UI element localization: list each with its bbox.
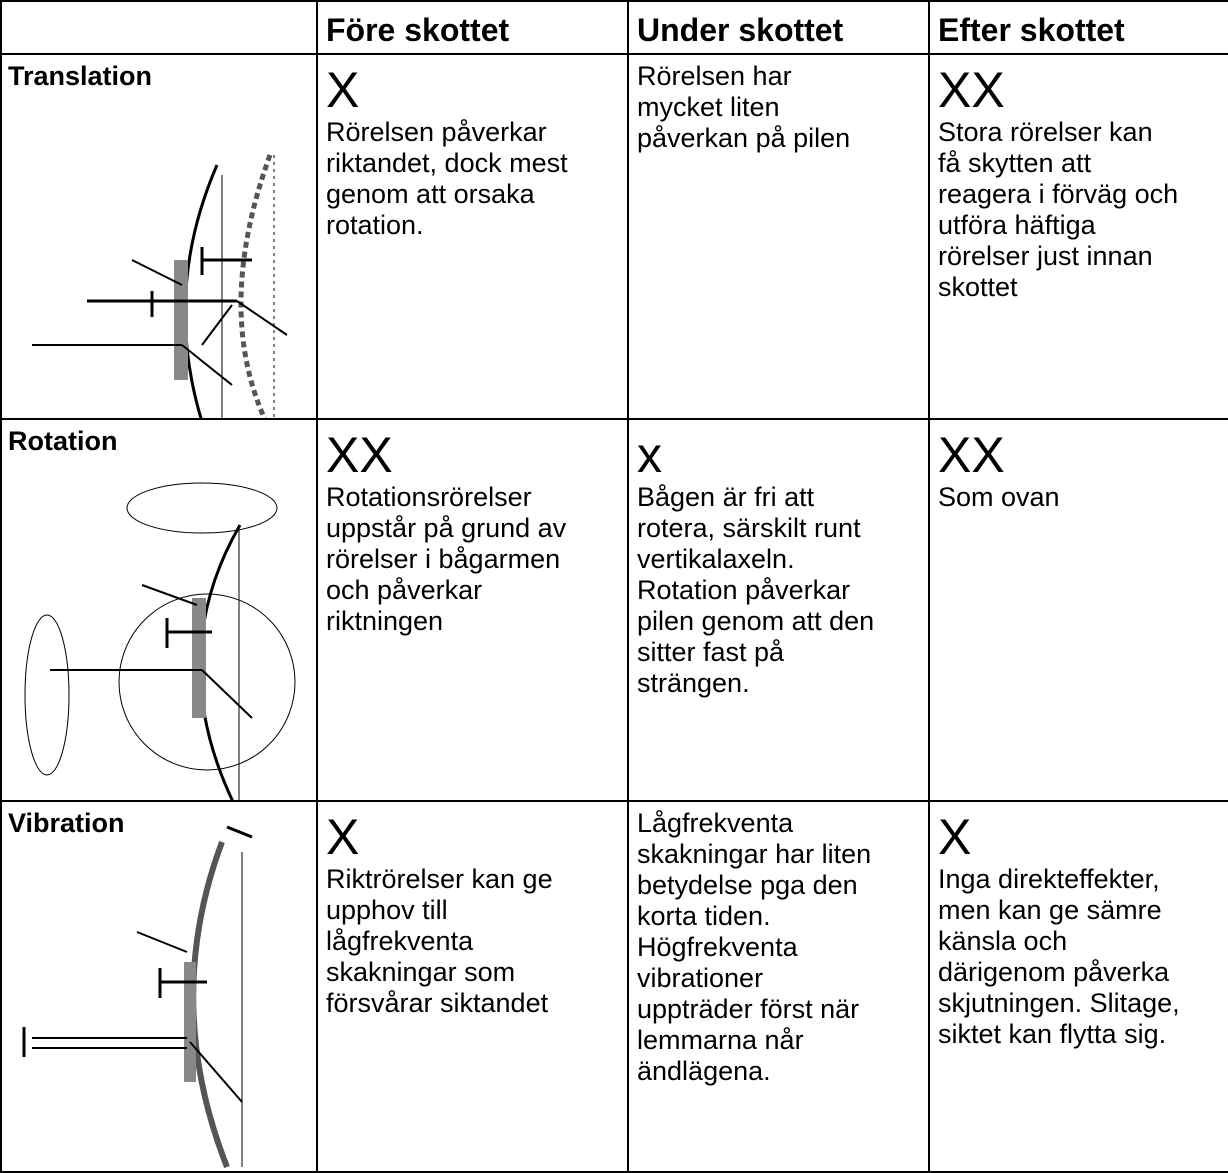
row-label: Rotation bbox=[8, 426, 118, 456]
row-label-cell: Vibration bbox=[0, 800, 318, 1173]
cell-text: uppstår på grund av bbox=[326, 513, 567, 543]
effect-mark: XX bbox=[938, 62, 1005, 118]
cell-text: pilen genom att den bbox=[637, 606, 875, 636]
cell-text: Rotation påverkar bbox=[637, 575, 851, 605]
cell-text: Lågfrekventa bbox=[637, 808, 794, 838]
cell-text: vertikalaxeln. bbox=[637, 544, 795, 574]
row-label: Translation bbox=[8, 61, 153, 91]
header-text: Före skottet bbox=[326, 12, 510, 48]
header-cell: Under skottet bbox=[627, 0, 930, 55]
cell-text: känsla och bbox=[938, 926, 1068, 956]
cell-text: vibrationer bbox=[637, 963, 764, 993]
effect-mark: X bbox=[326, 809, 360, 865]
bow-illustration bbox=[24, 482, 296, 802]
cell-text: Rotationsrörelser bbox=[326, 482, 532, 512]
cell-text: Högfrekventa bbox=[637, 932, 798, 962]
row-label: Vibration bbox=[8, 808, 125, 838]
body-cell: x Bågen är fri att rotera, särskilt runt ve… bbox=[627, 418, 930, 802]
body-cell: Lågfrekventa skakningar har liten betydels… bbox=[627, 800, 930, 1173]
header-cell: Efter skottet bbox=[928, 0, 1228, 55]
cell-text: skottet bbox=[938, 272, 1018, 302]
cell-text: riktningen bbox=[326, 606, 444, 636]
header-cell: Före skottet bbox=[316, 0, 629, 55]
cell-text: strängen. bbox=[637, 668, 750, 698]
cell-text: betydelse pga den bbox=[637, 870, 858, 900]
cell-text: rotation. bbox=[326, 210, 424, 240]
body-cell: XX Rotationsrörelser uppstår på grund av rö… bbox=[316, 418, 629, 802]
cell-text: Bågen är fri att bbox=[637, 482, 815, 512]
cell-text: men kan ge sämre bbox=[938, 895, 1162, 925]
cell-text: Rörelsen har bbox=[637, 61, 792, 91]
cell-text: försvårar siktandet bbox=[326, 988, 549, 1018]
cell-text: korta tiden. bbox=[637, 901, 771, 931]
cell-text: uppträder först när bbox=[637, 994, 860, 1024]
corner-cell bbox=[0, 0, 318, 55]
cell-text: rörelser just innan bbox=[938, 241, 1153, 271]
cell-text: mycket liten bbox=[637, 92, 780, 122]
effect-mark: XX bbox=[938, 427, 1005, 483]
cell-text: lågfrekventa bbox=[326, 926, 474, 956]
row-label-cell: Rotation bbox=[0, 418, 318, 802]
body-cell: XX Stora rörelser kan få skytten att reager… bbox=[928, 53, 1228, 420]
cell-text: siktet kan flytta sig. bbox=[938, 1019, 1167, 1049]
cell-text: ändlägena. bbox=[637, 1056, 771, 1086]
effect-mark: X bbox=[938, 809, 972, 865]
cell-text: påverkan på pilen bbox=[637, 123, 851, 153]
cell-text: riktandet, dock mest bbox=[326, 148, 568, 178]
cell-text: rörelser i bågarmen bbox=[326, 544, 561, 574]
cell-text: skakningar som bbox=[326, 957, 516, 987]
effect-mark: X bbox=[326, 62, 360, 118]
bow-illustration bbox=[32, 154, 288, 420]
body-cell: X Inga direkteffekter, men kan ge sämre kän… bbox=[928, 800, 1228, 1173]
cell-text: skjutningen. Slitage, bbox=[938, 988, 1180, 1018]
cell-text: Som ovan bbox=[938, 482, 1060, 512]
cell-text: och påverkar bbox=[326, 575, 483, 605]
body-cell: X Rörelsen påverkar riktandet, dock mest ge… bbox=[316, 53, 629, 420]
row-label-cell: Translation bbox=[0, 53, 318, 420]
cell-text: sitter fast på bbox=[637, 637, 785, 667]
body-cell: Rörelsen har mycket liten påverkan på pile… bbox=[627, 53, 930, 420]
cell-text: därigenom påverka bbox=[938, 957, 1170, 987]
cell-text: rotera, särskilt runt bbox=[637, 513, 861, 543]
cell-text: Stora rörelser kan bbox=[938, 117, 1153, 147]
cell-text: reagera i förväg och bbox=[938, 179, 1179, 209]
cell-text: Inga direkteffekter, bbox=[938, 864, 1160, 894]
effect-mark: x bbox=[637, 427, 662, 483]
bow-illustration bbox=[22, 825, 253, 1169]
cell-text: lemmarna når bbox=[637, 1025, 804, 1055]
cell-text: utföra häftiga bbox=[938, 210, 1096, 240]
cell-text: få skytten att bbox=[938, 148, 1092, 178]
body-cell: X Riktrörelser kan ge upphov till lågfrekve… bbox=[316, 800, 629, 1173]
cell-text: Rörelsen påverkar bbox=[326, 117, 547, 147]
effect-mark: XX bbox=[326, 427, 393, 483]
cell-text: skakningar har liten bbox=[637, 839, 872, 869]
header-text: Under skottet bbox=[637, 12, 844, 48]
cell-text: genom att orsaka bbox=[326, 179, 535, 209]
body-cell: XX Som ovan bbox=[928, 418, 1228, 802]
header-text: Efter skottet bbox=[938, 12, 1125, 48]
cell-text: upphov till bbox=[326, 895, 448, 925]
cell-text: Riktrörelser kan ge bbox=[326, 864, 553, 894]
